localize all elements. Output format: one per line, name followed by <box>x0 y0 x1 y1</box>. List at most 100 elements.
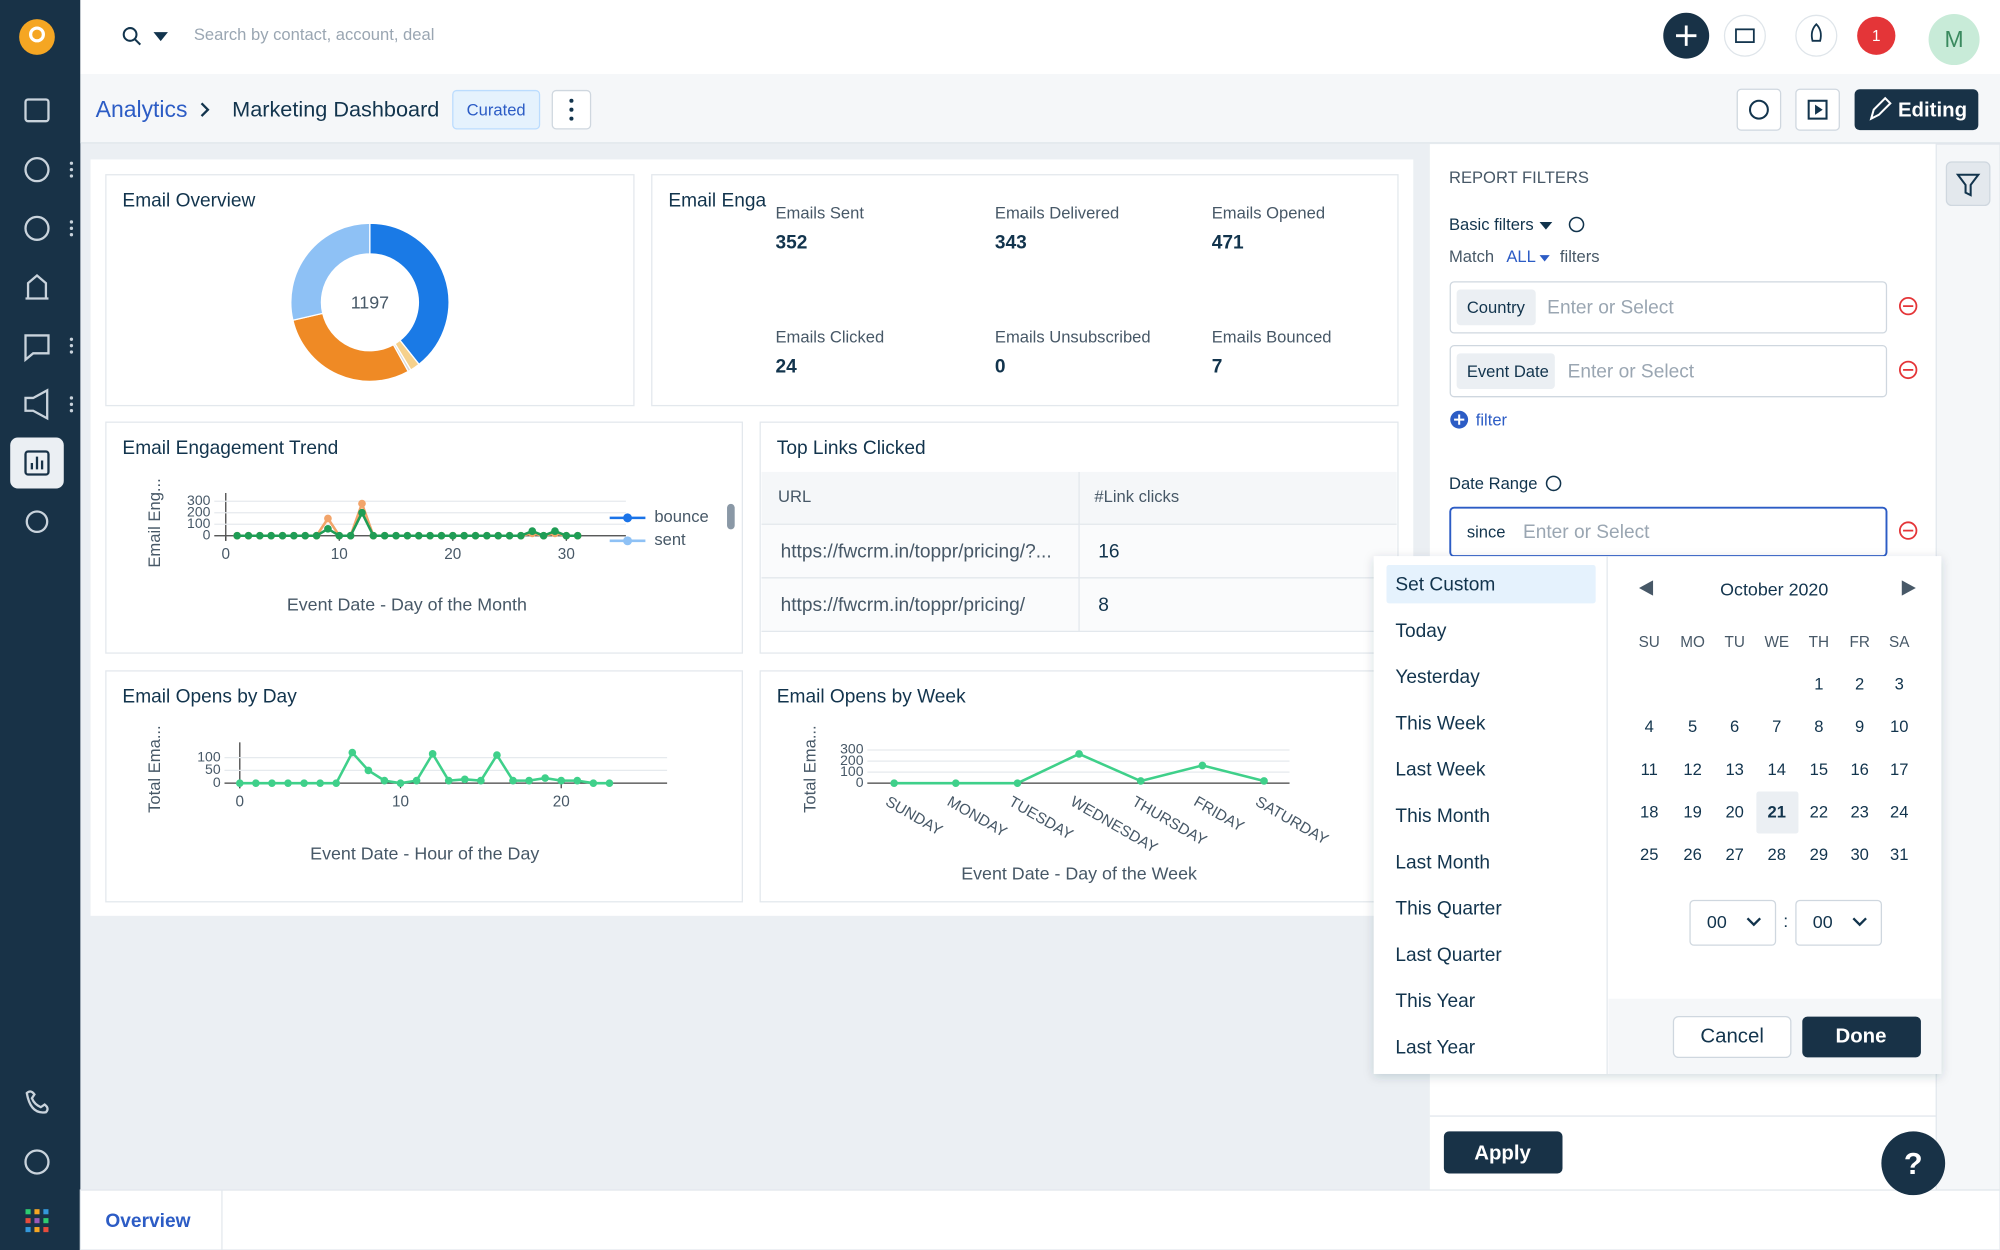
badge-text: Curated <box>467 100 526 119</box>
metric-value: 24 <box>776 356 798 377</box>
mail-button[interactable] <box>1724 15 1765 56</box>
data-point <box>573 777 581 785</box>
day[interactable]: 1 <box>1814 674 1823 693</box>
rocket-button[interactable] <box>1796 15 1837 56</box>
export-button[interactable] <box>1737 89 1780 130</box>
x-axis-label: Event Date - Day of the Week <box>961 864 1197 884</box>
data-point <box>392 532 400 540</box>
day[interactable]: 8 <box>1814 717 1823 736</box>
data-point <box>540 532 548 540</box>
day[interactable]: 28 <box>1768 845 1786 864</box>
day[interactable]: 15 <box>1810 760 1828 779</box>
day[interactable]: 27 <box>1725 845 1743 864</box>
table-cell[interactable]: https://fwcrm.in/toppr/pricing/?... <box>781 541 1052 562</box>
preset-option[interactable]: Last Quarter <box>1395 945 1502 966</box>
day[interactable]: 25 <box>1640 845 1658 864</box>
y-tick-label: 100 <box>197 748 221 764</box>
day[interactable]: 6 <box>1730 717 1739 736</box>
preset-option[interactable]: This Month <box>1395 806 1490 827</box>
preset-option[interactable]: This Year <box>1395 991 1475 1012</box>
weekday: SA <box>1889 634 1910 651</box>
day[interactable]: 23 <box>1850 803 1868 822</box>
y-tick-label: 300 <box>840 741 864 757</box>
data-point <box>1199 762 1207 770</box>
day[interactable]: 20 <box>1725 803 1743 822</box>
add-filter[interactable]: filter <box>1476 410 1508 429</box>
data-point <box>381 777 389 785</box>
dashboard-title: Marketing Dashboard <box>232 97 439 122</box>
data-point <box>267 532 275 540</box>
x-axis-label: Event Date - Day of the Month <box>287 595 527 615</box>
preset-option[interactable]: Last Year <box>1395 1038 1475 1059</box>
hour-value: 00 <box>1707 912 1727 932</box>
help-icon-glyph: ? <box>1904 1147 1923 1181</box>
day[interactable]: 14 <box>1768 760 1786 779</box>
preset-option[interactable]: Set Custom <box>1395 575 1495 596</box>
x-tick-label: 30 <box>558 546 575 563</box>
day[interactable]: 18 <box>1640 803 1658 822</box>
logo[interactable] <box>19 19 55 55</box>
filter-toggle[interactable] <box>1946 162 1989 205</box>
data-point <box>551 527 559 535</box>
table-cell[interactable]: https://fwcrm.in/toppr/pricing/ <box>781 595 1026 616</box>
data-point <box>300 779 308 787</box>
month-label: October 2020 <box>1720 579 1828 599</box>
x-tick-label: 10 <box>392 793 409 810</box>
match-label: Match <box>1449 247 1494 266</box>
widget-title: Email Engagement Trend <box>122 438 338 459</box>
breadcrumb-root[interactable]: Analytics <box>96 96 188 122</box>
y-axis-label: Total Ema... <box>801 725 820 813</box>
date-range-box[interactable] <box>1450 508 1886 556</box>
data-point <box>590 779 598 787</box>
data-point <box>397 779 405 787</box>
preset-option[interactable]: Last Month <box>1395 852 1490 873</box>
data-point <box>517 532 525 540</box>
day[interactable]: 19 <box>1683 803 1701 822</box>
filter-label: Event Date <box>1467 362 1549 381</box>
match-mode[interactable]: ALL <box>1506 247 1536 266</box>
help-label[interactable]: Overview <box>105 1211 190 1232</box>
day[interactable]: 26 <box>1683 845 1701 864</box>
data-point <box>460 532 468 540</box>
day[interactable]: 13 <box>1725 760 1743 779</box>
day[interactable]: 31 <box>1890 845 1908 864</box>
day[interactable]: 22 <box>1810 803 1828 822</box>
day[interactable]: 5 <box>1688 717 1697 736</box>
day[interactable]: 21 <box>1768 803 1786 822</box>
preset-option[interactable]: Today <box>1395 621 1446 642</box>
data-point <box>429 750 437 758</box>
day[interactable]: 16 <box>1850 760 1868 779</box>
preset-option[interactable]: Yesterday <box>1395 667 1480 688</box>
preset-option[interactable]: Last Week <box>1395 760 1485 781</box>
y-axis-label: Total Ema... <box>145 725 164 813</box>
day[interactable]: 30 <box>1850 845 1868 864</box>
day[interactable]: 11 <box>1641 760 1658 779</box>
legend-label: bounce <box>654 507 708 526</box>
preset-option[interactable]: This Week <box>1395 713 1485 734</box>
apps-grid[interactable] <box>26 1209 49 1232</box>
day[interactable]: 29 <box>1810 845 1828 864</box>
x-tick-label: 20 <box>444 546 461 563</box>
minute-select[interactable] <box>1796 901 1881 946</box>
data-point <box>413 777 421 785</box>
hour-select[interactable] <box>1690 901 1775 946</box>
legend-scrollbar[interactable] <box>727 504 735 530</box>
day[interactable]: 12 <box>1683 760 1701 779</box>
day[interactable]: 24 <box>1890 803 1908 822</box>
metric-value: 0 <box>995 356 1006 377</box>
day[interactable]: 7 <box>1772 717 1781 736</box>
day[interactable]: 9 <box>1855 717 1864 736</box>
day[interactable]: 10 <box>1890 717 1908 736</box>
day[interactable]: 3 <box>1895 674 1904 693</box>
day[interactable]: 17 <box>1890 760 1908 779</box>
day[interactable]: 2 <box>1855 674 1864 693</box>
data-point <box>445 777 453 785</box>
data-point <box>1137 777 1145 785</box>
apply-label: Apply <box>1474 1143 1531 1165</box>
x-tick-label: 10 <box>331 546 348 563</box>
preset-option[interactable]: This Quarter <box>1395 899 1502 920</box>
data-point <box>449 532 457 540</box>
day[interactable]: 4 <box>1645 717 1654 736</box>
